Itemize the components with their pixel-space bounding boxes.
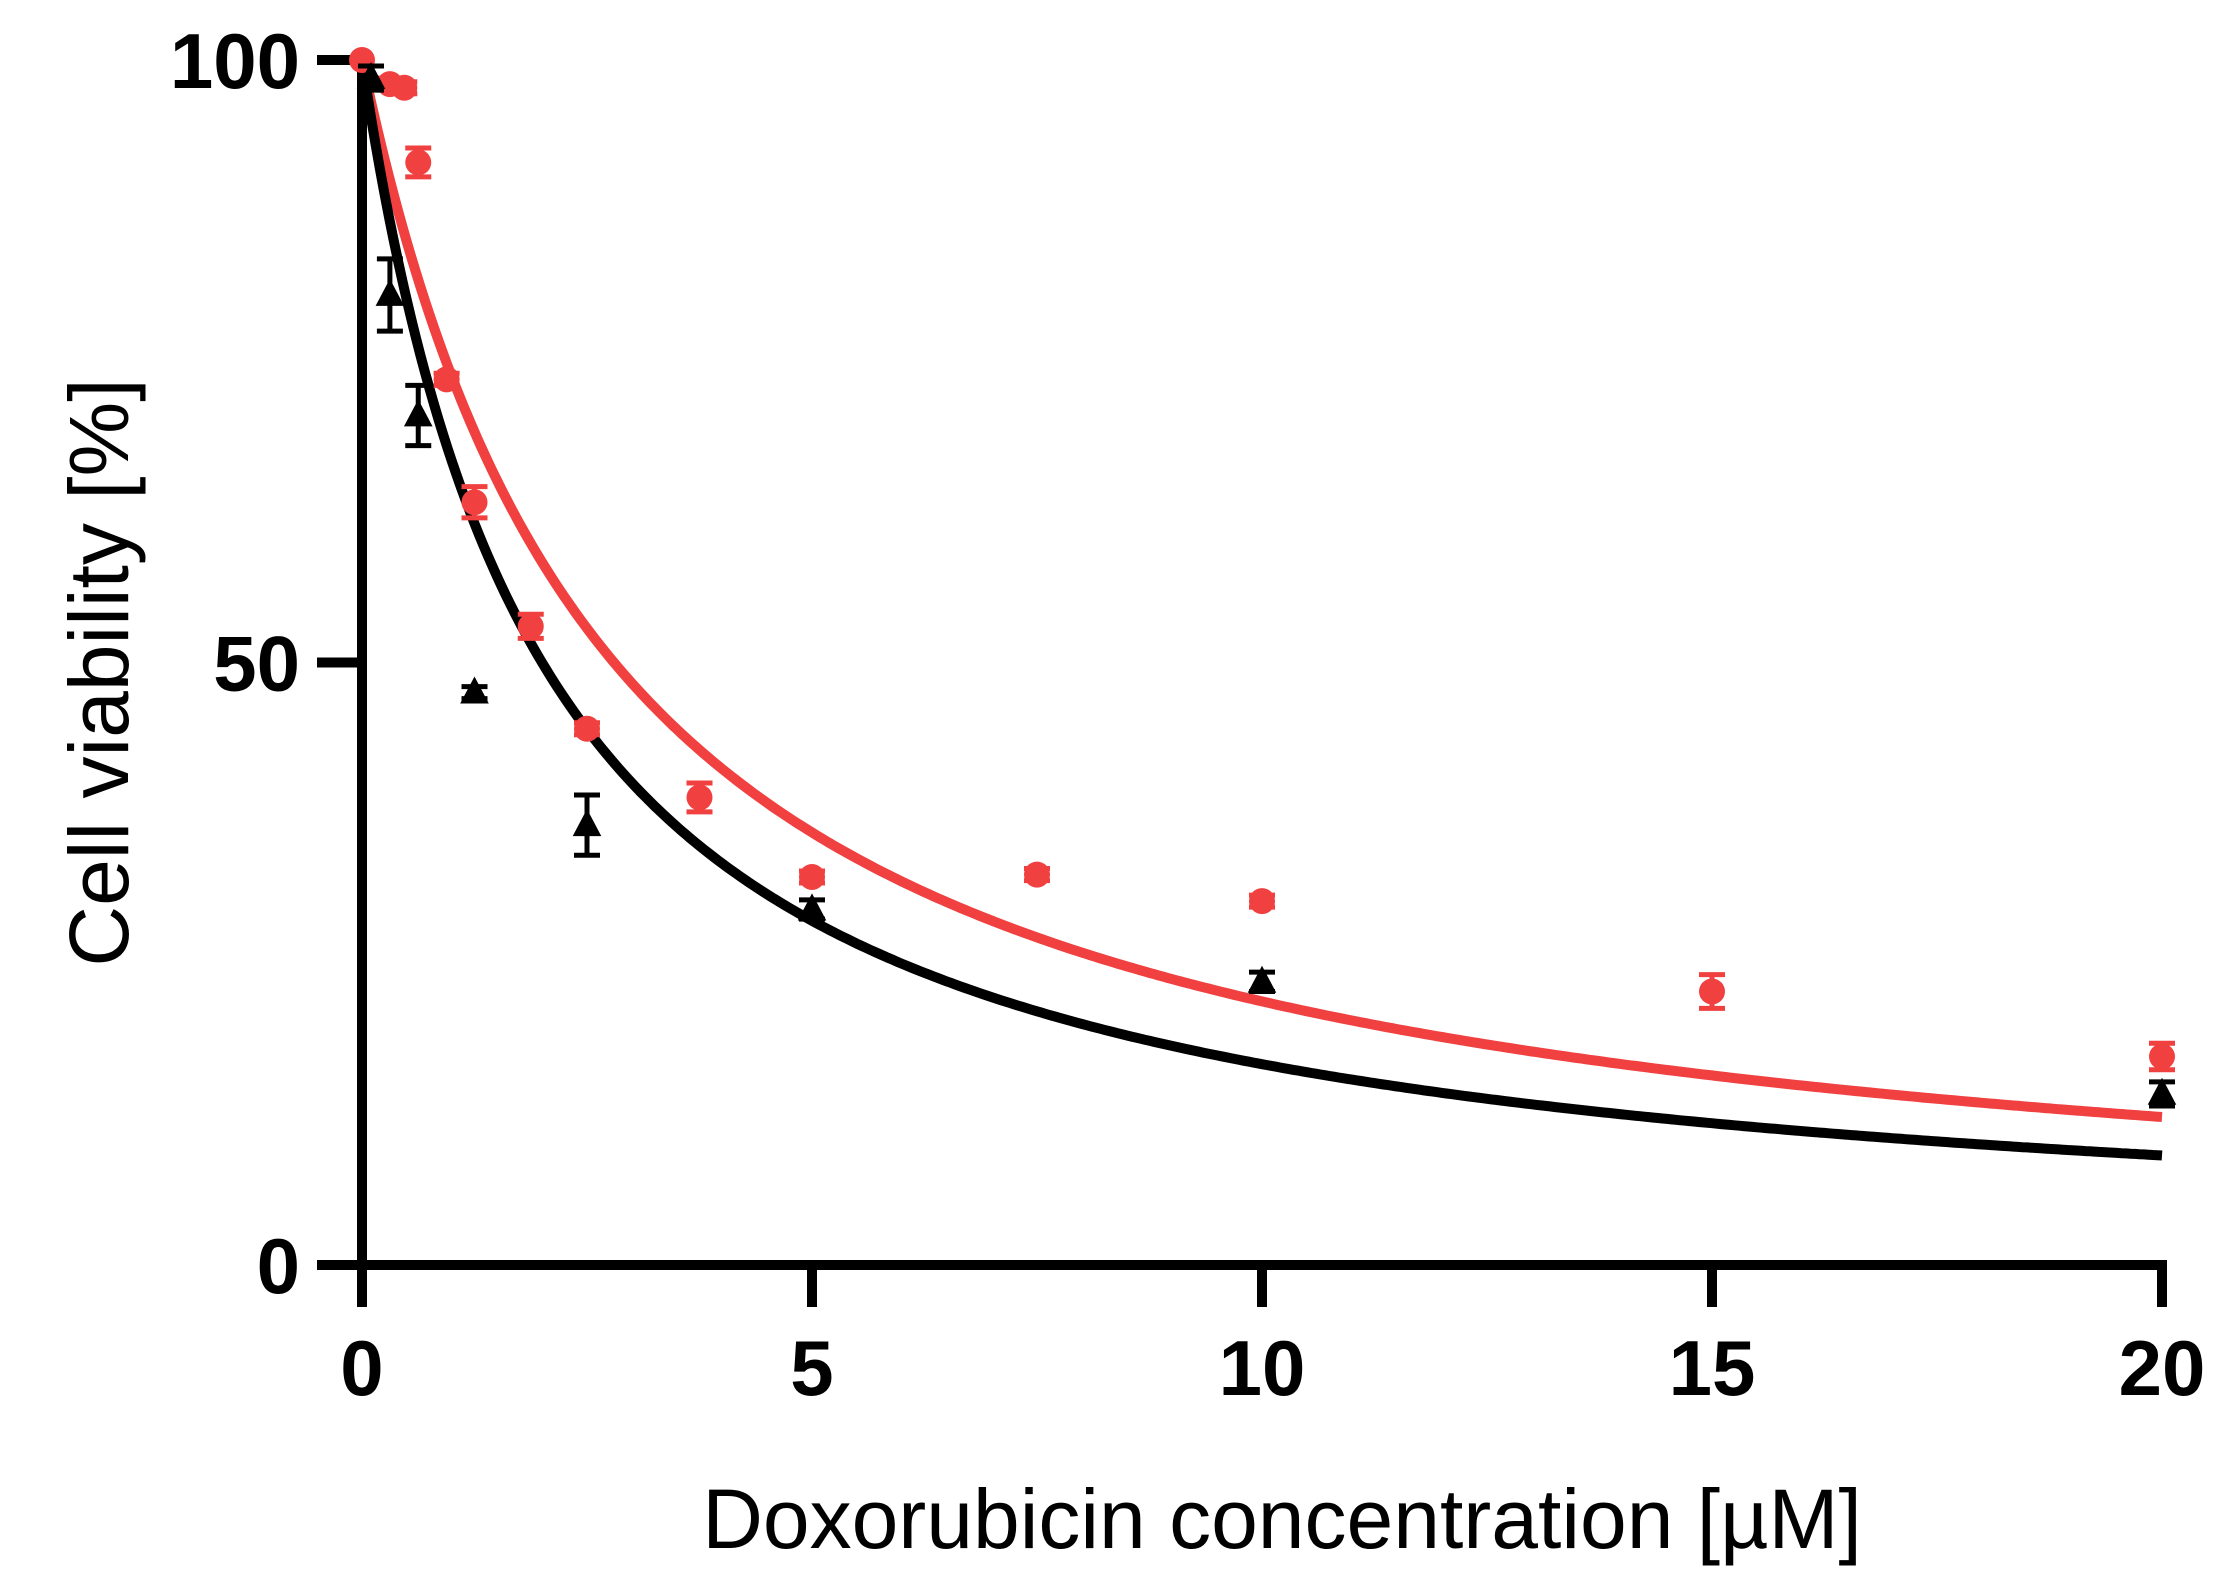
data-point [799,863,825,890]
circle-marker [433,366,460,393]
triangle-marker [403,399,433,427]
circle-marker [574,715,600,742]
circle-marker [799,863,825,890]
circle-marker [517,613,544,640]
x-tick-label: 10 [1219,1324,1306,1412]
data-point [574,715,600,742]
circle-marker [1024,861,1050,888]
data-point [686,780,713,815]
data-point [375,256,405,334]
circle-marker [2149,1043,2175,1070]
axes [317,55,2167,1270]
circle-marker [405,149,432,176]
data-point [2147,1077,2177,1109]
data-point [460,676,489,704]
data-point [517,611,544,641]
x-tick-label: 0 [340,1324,383,1412]
x-axis-title: Doxorubicin concentration [µM] [702,1472,1862,1566]
circle-marker [1249,888,1275,915]
circle-marker [461,489,488,516]
data-point [1024,861,1050,888]
triangle-marker [460,676,489,704]
data-point [572,792,602,858]
fit-curves [357,58,2163,1161]
axis-ticks: 0 5 10 15 20 0 50 100 [170,17,2206,1412]
data-point [403,382,433,449]
y-tick-label: 50 [213,620,300,708]
circle-marker [391,74,418,101]
x-tick-label: 15 [1669,1324,1756,1412]
triangle-marker [375,278,405,306]
data-point [433,366,460,393]
fit-curve-series-2 [357,59,2163,1161]
data-point [461,484,488,521]
y-tick-label: 0 [257,1222,300,1310]
triangle-marker [1247,965,1277,993]
data-point [391,74,418,101]
data-point [405,145,432,180]
y-axis-title: Cell viability [%] [52,378,146,966]
y-tick-label: 100 [170,17,300,105]
fit-curve-series-1 [357,58,2163,1122]
x-tick-label: 5 [790,1324,833,1412]
triangle-marker [356,61,386,89]
triangle-marker [2147,1077,2177,1105]
circle-marker [1699,978,1725,1005]
triangle-marker [797,893,827,921]
data-point [1699,972,1725,1011]
circle-marker [686,784,713,811]
x-tick-label: 20 [2119,1324,2206,1412]
data-point [356,61,386,93]
data-point [1247,965,1277,994]
triangle-marker [572,809,602,837]
data-point [1249,888,1275,915]
data-points [349,47,2177,1109]
data-point [2149,1040,2175,1073]
data-point [797,893,827,922]
